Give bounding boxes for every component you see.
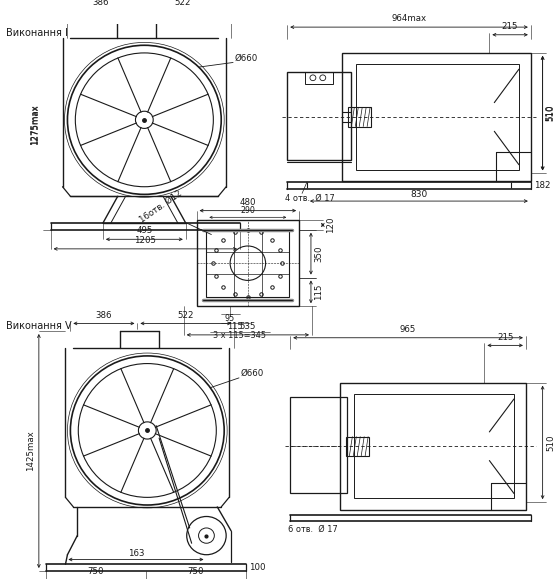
Text: Виконання I: Виконання I (6, 28, 68, 38)
Text: Ø660: Ø660 (241, 369, 264, 378)
Text: 6 отв.  Ø 17: 6 отв. Ø 17 (288, 525, 338, 534)
Bar (206, 230, 289, 296)
Bar (354, 394, 514, 498)
Text: 4 отв.  Ø 17: 4 отв. Ø 17 (285, 193, 335, 202)
Text: 510: 510 (546, 105, 555, 121)
Text: 386: 386 (93, 0, 109, 7)
Text: 100: 100 (249, 563, 266, 572)
Bar (290, 397, 348, 492)
Text: 215: 215 (497, 332, 513, 342)
Bar (339, 383, 526, 510)
Text: 16отв. Ø12: 16отв. Ø12 (137, 189, 183, 225)
Bar (287, 72, 352, 160)
Text: 120: 120 (326, 217, 335, 233)
Text: 510: 510 (546, 105, 556, 121)
Text: 115: 115 (314, 284, 323, 300)
Text: 163: 163 (128, 549, 144, 557)
Text: 830: 830 (410, 190, 427, 199)
Text: 182: 182 (534, 182, 550, 190)
Text: 522: 522 (175, 0, 191, 7)
Text: 350: 350 (314, 245, 323, 262)
Text: Ø660: Ø660 (235, 53, 258, 63)
Text: 1425max: 1425max (26, 430, 35, 472)
Text: 750: 750 (187, 567, 204, 576)
Text: 386: 386 (95, 311, 112, 320)
Bar (305, 72, 333, 84)
Bar (347, 437, 369, 456)
Text: 522: 522 (177, 311, 194, 320)
Text: 480: 480 (239, 198, 256, 207)
Bar (348, 107, 371, 126)
Text: 964max: 964max (392, 14, 427, 23)
Bar (357, 64, 519, 169)
Text: 750: 750 (88, 567, 104, 576)
Text: 965: 965 (400, 325, 416, 334)
Text: 1205: 1205 (134, 236, 156, 245)
Text: Виконання V: Виконання V (6, 321, 72, 331)
Text: 115: 115 (227, 322, 243, 331)
Text: 535: 535 (239, 322, 256, 331)
Text: 510: 510 (546, 434, 556, 451)
Text: 495: 495 (136, 226, 152, 235)
Bar (196, 220, 299, 306)
Text: 215: 215 (502, 22, 518, 31)
Text: 290: 290 (240, 206, 256, 215)
Text: 3 x 115=345: 3 x 115=345 (214, 331, 267, 340)
Bar (341, 53, 531, 181)
Text: 1275max: 1275max (30, 105, 39, 146)
Text: 95: 95 (225, 314, 235, 323)
Text: 1275max: 1275max (31, 105, 40, 146)
